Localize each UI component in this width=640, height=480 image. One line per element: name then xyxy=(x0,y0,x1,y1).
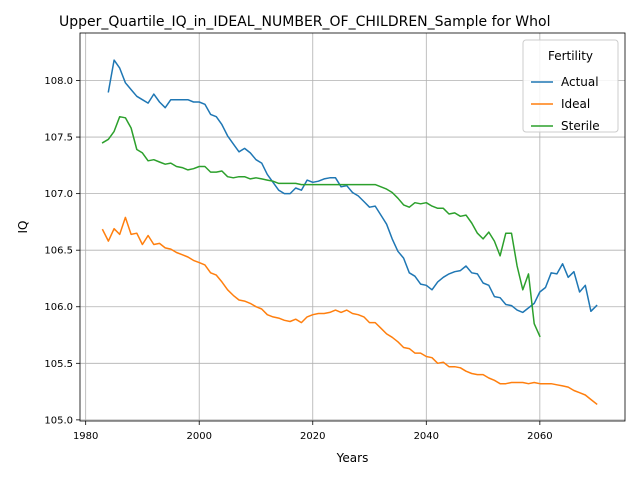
series-lines xyxy=(101,59,598,406)
x-tick-label: 1980 xyxy=(73,431,98,442)
legend-title: Fertility xyxy=(548,49,593,63)
x-axis-label: Years xyxy=(336,451,369,465)
x-tick-label: 2020 xyxy=(300,431,325,442)
legend-label-ideal: Ideal xyxy=(561,97,590,111)
y-tick-label: 106.0 xyxy=(44,302,73,313)
x-tick-label: 2040 xyxy=(414,431,439,442)
legend-box xyxy=(522,39,619,133)
y-tick-label: 107.0 xyxy=(44,189,73,200)
series-line-sterile xyxy=(101,115,541,338)
legend-label-sterile: Sterile xyxy=(561,119,600,133)
series-line-ideal xyxy=(101,216,598,406)
legend-label-actual: Actual xyxy=(561,75,599,89)
y-tick-label: 108.0 xyxy=(44,76,73,87)
y-tick-label: 105.5 xyxy=(44,359,73,370)
legend: Fertility Actual Ideal Sterile xyxy=(522,39,619,133)
x-tick-label: 2060 xyxy=(527,431,552,442)
series-line-actual xyxy=(107,59,598,314)
y-tick-label: 105.0 xyxy=(44,415,73,426)
chart-title: Upper_Quartile_IQ_in_IDEAL_NUMBER_OF_CHI… xyxy=(59,14,550,30)
y-tick-label: 106.5 xyxy=(44,246,73,257)
grid xyxy=(80,33,625,421)
plot-frame xyxy=(79,32,626,422)
x-axis-ticks: 1980 2000 2020 2040 2060 xyxy=(73,421,553,442)
y-axis-ticks: 105.0 105.5 106.0 106.5 107.0 107.5 108.0 xyxy=(44,76,80,426)
y-axis-label: IQ xyxy=(16,221,30,234)
x-tick-label: 2000 xyxy=(186,431,211,442)
y-tick-label: 107.5 xyxy=(44,133,73,144)
